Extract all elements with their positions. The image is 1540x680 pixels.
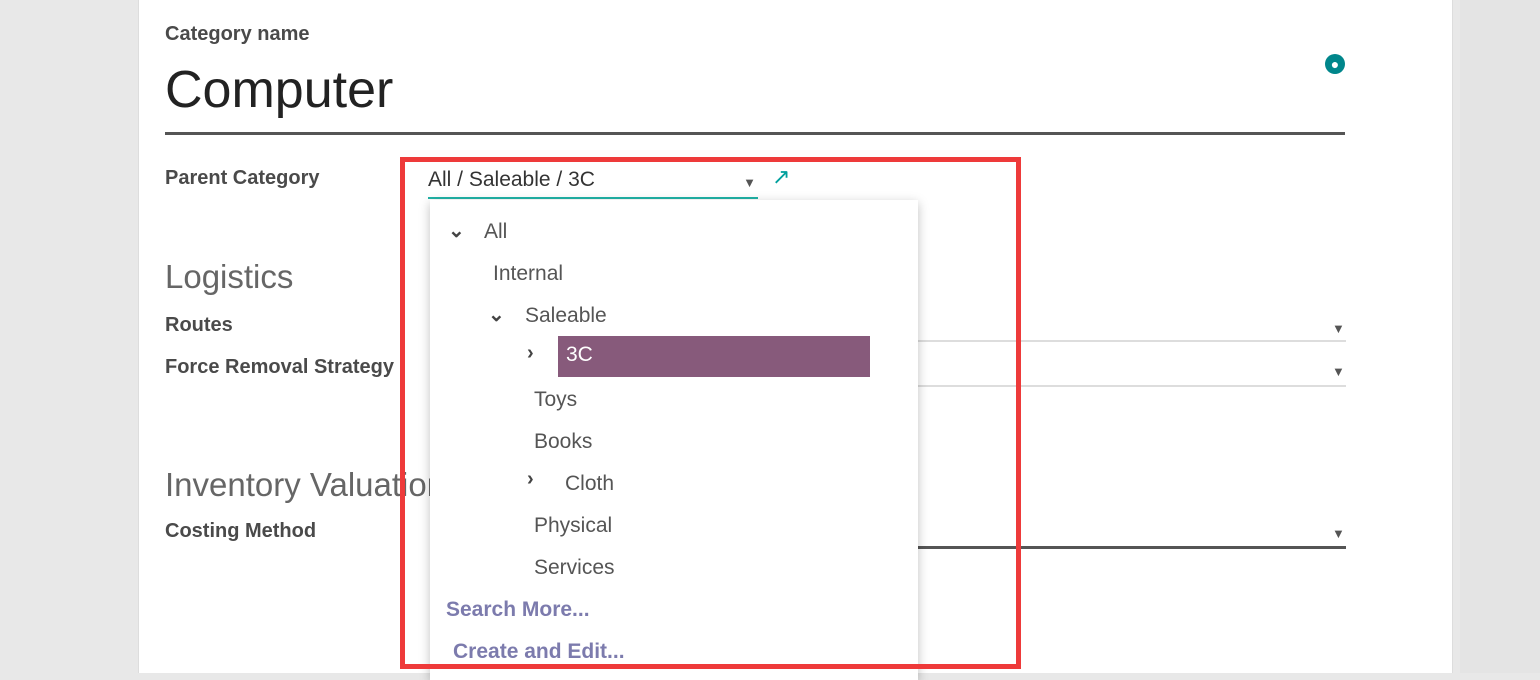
parent-category-input[interactable]: All / Saleable / 3C ▼ <box>428 166 758 199</box>
dropdown-item-internal[interactable]: Internal <box>493 262 564 285</box>
chevron-right-icon[interactable]: › <box>527 468 534 490</box>
search-more-link[interactable]: Search More... <box>446 598 590 621</box>
dropdown-item-toys[interactable]: Toys <box>534 388 578 411</box>
costing-method-input[interactable] <box>918 546 1346 549</box>
inventory-valuation-heading: Inventory Valuation <box>165 466 430 503</box>
dropdown-item-3c-selected[interactable]: 3C <box>558 336 870 377</box>
globe-icon[interactable]: ● <box>1325 54 1345 74</box>
caret-down-icon[interactable]: ▼ <box>1332 364 1345 379</box>
highlight-box <box>400 157 1021 669</box>
title-underline <box>165 132 1345 135</box>
right-panel <box>1460 0 1540 673</box>
create-and-edit-link[interactable]: Create and Edit... <box>453 640 625 663</box>
chevron-right-icon[interactable]: › <box>527 342 534 364</box>
routes-label: Routes <box>165 314 233 336</box>
routes-input[interactable] <box>918 340 1346 342</box>
category-name-input[interactable]: Computer <box>165 61 394 119</box>
parent-category-value: All / Saleable / 3C <box>428 168 595 191</box>
category-name-label: Category name <box>165 23 310 45</box>
parent-category-label: Parent Category <box>165 167 320 189</box>
external-link-icon[interactable]: ↗ <box>772 164 791 189</box>
caret-down-icon[interactable]: ▼ <box>1332 526 1345 541</box>
dropdown-item-saleable[interactable]: Saleable <box>525 304 607 327</box>
dropdown-item-books[interactable]: Books <box>534 430 593 453</box>
caret-down-icon[interactable]: ▼ <box>743 175 756 190</box>
parent-category-dropdown: ⌄ All Internal ⌄ Saleable › Toys Books ›… <box>430 200 918 680</box>
dropdown-item-all[interactable]: All <box>484 220 508 243</box>
costing-method-label: Costing Method <box>165 520 317 542</box>
dropdown-item-services[interactable]: Services <box>534 556 615 579</box>
dropdown-item-cloth[interactable]: Cloth <box>565 472 615 495</box>
chevron-down-icon[interactable]: ⌄ <box>448 220 465 242</box>
dropdown-item-physical[interactable]: Physical <box>534 514 613 537</box>
chevron-down-icon[interactable]: ⌄ <box>488 304 505 326</box>
logistics-heading: Logistics <box>165 258 294 295</box>
force-removal-label: Force Removal Strategy <box>165 356 394 378</box>
caret-down-icon[interactable]: ▼ <box>1332 321 1345 336</box>
force-removal-input[interactable] <box>918 385 1346 387</box>
